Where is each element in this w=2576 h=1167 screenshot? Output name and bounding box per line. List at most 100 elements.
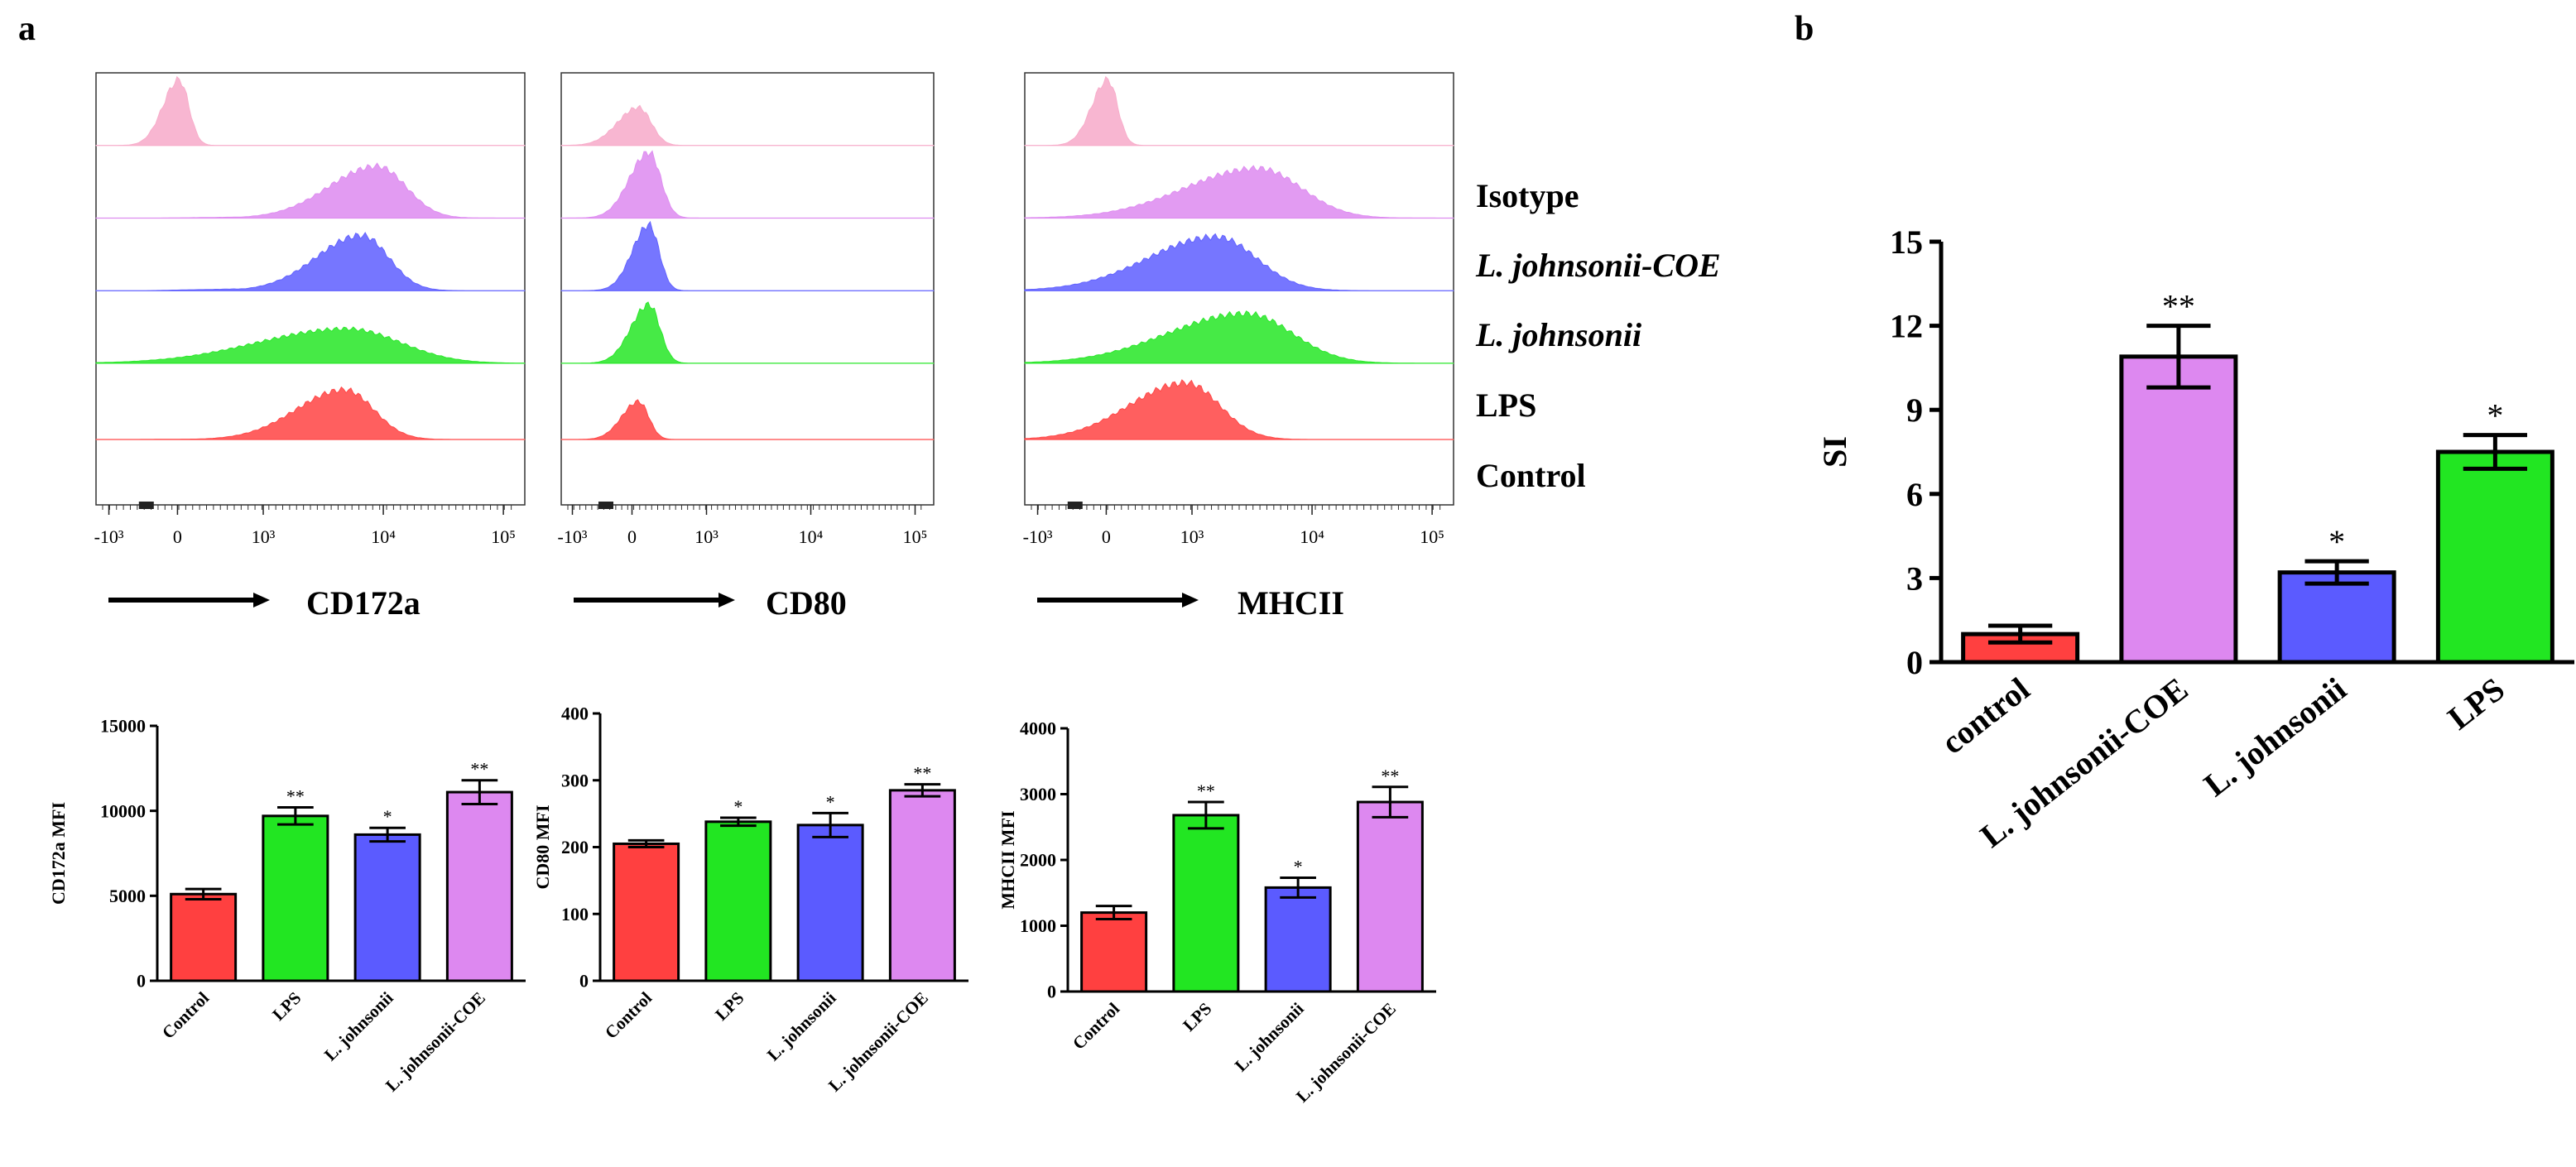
y-tick-label: 12 [1890, 308, 1923, 345]
x-tick-label: 10⁴ [371, 526, 396, 547]
significance-lps: ** [286, 786, 305, 807]
y-tick-label: 15000 [100, 716, 146, 737]
category-label-l-johnsonii: L. johnsonii [1231, 998, 1308, 1075]
x-tick-label: 10⁵ [903, 526, 928, 547]
category-label-l-johnsonii-coe: L. johnsonii-COE [824, 988, 932, 1096]
gate-marker [138, 502, 154, 509]
bar-l-johnsonii-coe [2119, 354, 2238, 665]
histogram-panel-cd80: -10³ 0 10³ 10⁴ 10⁵ [558, 72, 935, 608]
y-tick-label: 9 [1906, 391, 1923, 429]
significance-l-johnsonii-coe: ** [913, 763, 931, 784]
y-tick-label: 0 [1047, 982, 1056, 1002]
y-tick-label: 3 [1906, 559, 1923, 597]
panel-label-b: b [1795, 10, 1814, 48]
histogram-trace-control [95, 386, 526, 440]
histogram-trace-isotype [95, 75, 526, 146]
histogram-trace-l-johnsonii-coe [95, 162, 526, 219]
bar-l-johnsonii [353, 833, 421, 982]
significance-l-johnsonii: * [2328, 523, 2345, 560]
bar-lps [2435, 449, 2554, 665]
y-tick-label: 100 [561, 904, 589, 924]
y-tick-label: 200 [561, 837, 589, 857]
legend-isotype: Isotype [1476, 177, 1579, 214]
y-axis-label: CD172a MFI [48, 802, 69, 905]
y-tick-label: 0 [1906, 644, 1923, 681]
category-label-l-johnsonii-coe: L. johnsonii-COE [382, 988, 489, 1096]
category-label-l-johnsonii-coe: L. johnsonii-COE [1292, 999, 1400, 1107]
legend-l-johnsonii-coe: L. johnsonii-COE [1475, 247, 1721, 284]
bar-l-johnsonii-coe [1356, 800, 1424, 993]
category-label-l-johnsonii: L. johnsonii [763, 987, 840, 1064]
histogram-trace-l-johnsonii [95, 232, 526, 291]
axis-arrow-head [1182, 593, 1199, 608]
histogram-trace-l-johnsonii [1024, 233, 1454, 291]
bar-chart-mhcii-mfi: 0 1000 2000 3000 4000 MHCII MFI Control ** LPS * L… [997, 718, 1436, 1107]
y-tick-label: 3000 [1020, 784, 1056, 804]
significance-l-johnsonii-coe: ** [470, 759, 488, 780]
category-label-l-johnsonii: L. johnsonii [320, 987, 397, 1064]
significance-l-johnsonii: * [383, 806, 392, 827]
x-tick-label: -10³ [558, 526, 588, 547]
x-tick-label: -10³ [1023, 526, 1053, 547]
histogram-trace-lps [560, 301, 935, 364]
histogram-trace-l-johnsonii-coe [560, 150, 935, 219]
y-tick-label: 400 [561, 704, 589, 724]
category-label-control: control [1934, 670, 2036, 761]
histogram-trace-lps [95, 326, 526, 364]
bar-control [1080, 911, 1148, 993]
x-tick-label: 10⁴ [799, 526, 824, 547]
x-tick-label: 10³ [252, 526, 276, 547]
y-tick-label: 0 [579, 971, 589, 992]
bar-l-johnsonii-coe [888, 789, 956, 982]
histogram-trace-isotype [560, 104, 935, 146]
axis-arrow-head [253, 593, 270, 608]
x-tick-label: 0 [1102, 526, 1111, 547]
histogram-trace-lps [1024, 310, 1454, 364]
bar-l-johnsonii [796, 824, 864, 982]
y-axis-label: CD80 MFI [532, 804, 553, 889]
category-label-control: Control [158, 987, 213, 1042]
significance-lps: ** [1197, 780, 1215, 801]
histogram-panel-mhcii: -10³ 0 10³ 10⁴ 10⁵ [1023, 72, 1454, 608]
significance-l-johnsonii: * [1294, 856, 1303, 876]
y-tick-label: 6 [1906, 476, 1923, 513]
y-tick-label: 1000 [1020, 915, 1056, 936]
y-tick-label: 15 [1890, 223, 1923, 261]
axis-arrow-head [718, 593, 735, 608]
category-label-lps: LPS [2440, 670, 2511, 737]
x-tick-label: 0 [627, 526, 637, 547]
y-tick-label: 10000 [100, 800, 146, 821]
marker-label-cd172a: CD172a [306, 584, 421, 622]
histogram-trace-control [560, 399, 935, 440]
x-tick-label: 10³ [694, 526, 718, 547]
bar-chart-cd172a-mfi: 0 5000 10000 15000 CD172a MFI Control ** LPS * L.… [48, 716, 526, 1096]
histogram-trace-l-johnsonii [560, 220, 935, 291]
category-label-lps: LPS [711, 988, 747, 1025]
legend-l-johnsonii: L. johnsonii [1475, 316, 1641, 353]
bar-chart-cd80-mfi: 0 100 200 300 400 CD80 MFI Control * LPS * L. john… [532, 704, 968, 1096]
histogram-trace-isotype [1024, 75, 1454, 146]
x-tick-label: 10⁴ [1300, 526, 1324, 547]
bar-lps [1172, 814, 1240, 993]
y-tick-label: 2000 [1020, 850, 1056, 871]
bar-lps [704, 820, 772, 982]
y-tick-label: 5000 [109, 886, 146, 906]
significance-lps: * [2487, 397, 2503, 435]
category-label-l-johnsonii: L. johnsonii [2197, 670, 2353, 804]
marker-label-mhcii: MHCII [1238, 584, 1344, 622]
bar-control [170, 892, 238, 982]
x-tick-label: 10⁵ [491, 526, 516, 547]
bar-l-johnsonii [2277, 570, 2396, 665]
y-tick-label: 0 [137, 971, 146, 992]
category-label-lps: LPS [1179, 999, 1215, 1035]
category-label-control: Control [1069, 998, 1123, 1053]
histogram-panel-cd172a: -10³ 0 10³ 10⁴ 10⁵ [94, 72, 526, 608]
legend-control: Control [1476, 457, 1586, 494]
bar-l-johnsonii [1264, 886, 1332, 993]
histogram-trace-control [1024, 379, 1454, 440]
bar-lps [262, 814, 329, 982]
legend-lps: LPS [1476, 387, 1536, 424]
category-label-lps: LPS [268, 988, 305, 1025]
